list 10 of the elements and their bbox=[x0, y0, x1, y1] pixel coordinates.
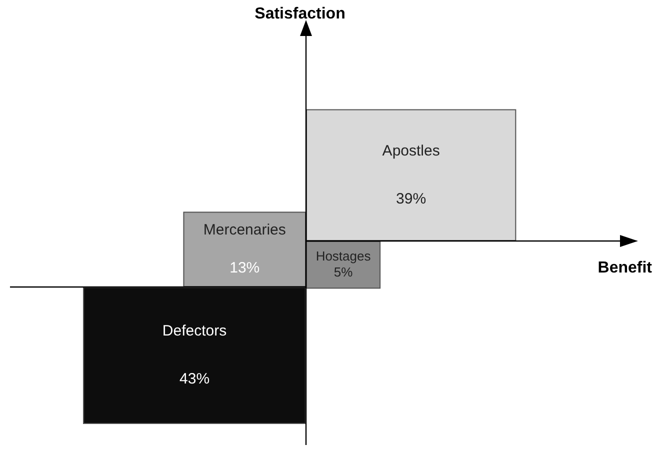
data-label: 13% bbox=[230, 259, 260, 276]
text: Benefit bbox=[598, 259, 653, 276]
data-label: 5% bbox=[334, 264, 354, 280]
category-label: Apostles bbox=[382, 142, 440, 160]
category-label: Hostages bbox=[316, 248, 372, 264]
category-label: Defectors bbox=[162, 322, 227, 340]
data-label: 43% bbox=[180, 370, 210, 388]
data-label: 39% bbox=[396, 190, 426, 208]
category-label: Mercenaries bbox=[203, 222, 286, 239]
text: Satisfaction bbox=[254, 5, 346, 22]
